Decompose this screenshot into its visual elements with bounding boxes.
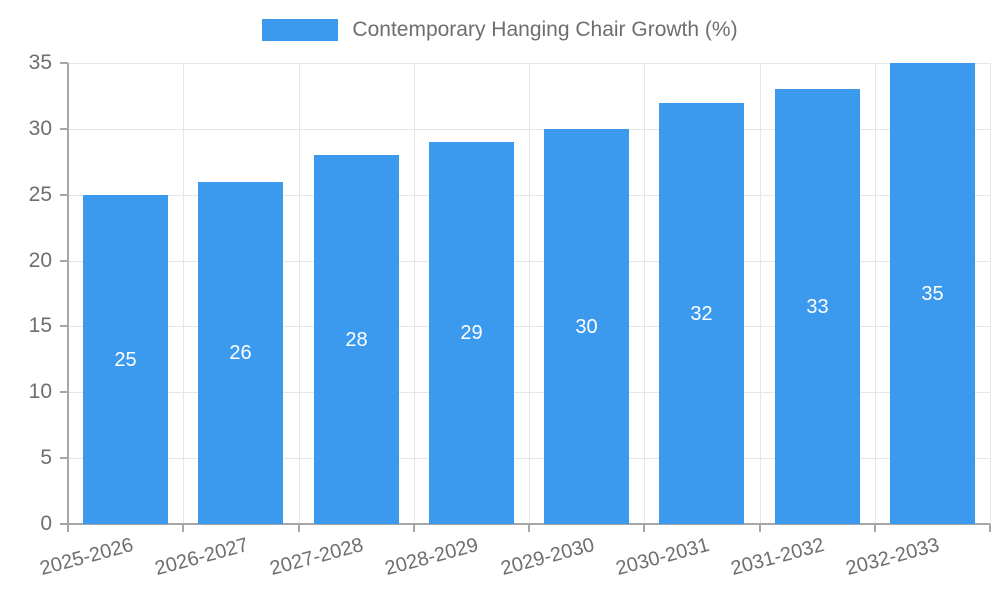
bar-value-label: 29 (460, 322, 483, 344)
y-tick-label: 0 (40, 512, 52, 535)
bar-value-label: 30 (575, 315, 598, 338)
bar-value-label: 33 (806, 295, 829, 318)
x-axis-tick (298, 524, 300, 532)
y-tick-label: 30 (28, 117, 52, 140)
x-axis-tick (413, 524, 415, 532)
bar (83, 195, 168, 524)
gridline-vertical (299, 63, 300, 524)
x-axis-tick (643, 524, 645, 532)
gridline-vertical (529, 63, 530, 524)
legend-label: Contemporary Hanging Chair Growth (%) (352, 18, 738, 41)
bar-value-label: 28 (345, 328, 368, 351)
x-axis-tick (528, 524, 530, 532)
y-axis-line (67, 63, 69, 524)
gridline-vertical (644, 63, 645, 524)
x-axis-tick (67, 524, 69, 532)
y-axis-tick (60, 325, 68, 327)
y-tick-label: 25 (28, 183, 52, 206)
y-axis-tick (60, 457, 68, 459)
y-tick-label: 10 (28, 380, 52, 403)
legend-swatch (262, 19, 339, 41)
y-tick-label: 15 (28, 314, 52, 337)
bar (890, 63, 975, 524)
bar (775, 89, 860, 524)
y-axis-tick (60, 523, 68, 525)
y-axis-tick (60, 194, 68, 196)
x-axis-line (68, 523, 990, 525)
y-tick-label: 20 (28, 249, 52, 272)
bar-value-label: 35 (921, 282, 944, 305)
bar (544, 129, 629, 524)
bar (659, 103, 744, 524)
gridline-vertical (875, 63, 876, 524)
bar-value-label: 25 (114, 348, 137, 371)
y-axis-tick (60, 391, 68, 393)
bar-value-label: 32 (690, 302, 713, 325)
bar (314, 155, 399, 524)
x-axis-tick (759, 524, 761, 532)
y-tick-label: 35 (28, 51, 52, 74)
bar-value-label: 26 (229, 342, 252, 364)
gridline-vertical (990, 63, 991, 524)
y-axis-tick (60, 128, 68, 130)
gridline-vertical (760, 63, 761, 524)
x-axis-tick (989, 524, 991, 532)
y-axis-tick (60, 260, 68, 262)
bar (198, 182, 283, 524)
bar (429, 142, 514, 524)
chart-legend[interactable]: Contemporary Hanging Chair Growth (%) (0, 18, 1000, 42)
y-tick-label: 5 (40, 446, 52, 469)
x-axis-tick (874, 524, 876, 532)
gridline-vertical (183, 63, 184, 524)
gridline-vertical (414, 63, 415, 524)
x-axis-tick (182, 524, 184, 532)
y-axis-tick (60, 62, 68, 64)
